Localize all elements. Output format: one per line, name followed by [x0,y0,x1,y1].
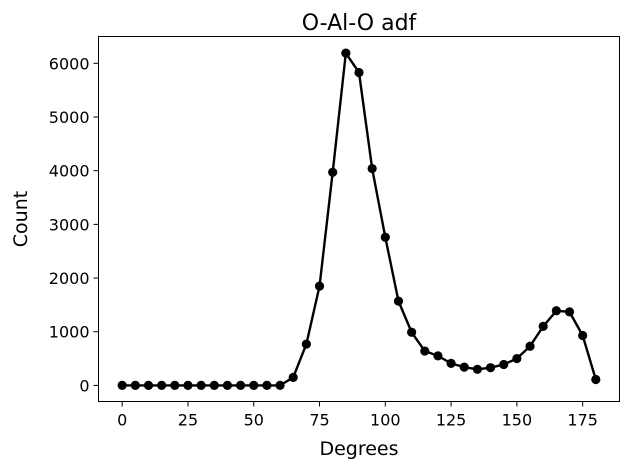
y-axis: 0 1000 2000 3000 4000 5000 6000 [49,54,99,395]
data-point [209,380,219,390]
y-tick-label: 5000 [49,108,90,127]
y-tick-label: 1000 [49,323,90,342]
x-tick-label: 100 [370,411,401,430]
data-point [170,380,180,390]
data-point [328,167,338,177]
data-point [235,380,246,390]
data-point [446,358,456,368]
data-point [538,321,548,331]
data-point [525,341,535,351]
y-tick-label: 3000 [49,215,90,234]
x-tick-label: 50 [244,411,264,430]
data-point [564,307,575,317]
data-point [157,380,167,390]
x-axis: 0 25 50 75 100 125 150 175 [117,401,598,430]
y-tick-label: 4000 [49,162,90,181]
data-point [459,362,469,372]
y-tick-label: 6000 [49,54,90,73]
data-point [314,281,325,291]
series-line [122,51,597,387]
x-tick-label: 25 [178,411,198,430]
data-point [301,339,311,349]
x-tick-label: 75 [309,411,329,430]
data-point [420,346,430,356]
data-point [367,163,377,174]
data-point [130,380,140,390]
data-point [512,353,522,364]
data-point [288,372,298,382]
chart-title: O-Al-O adf [302,11,418,36]
data-point [196,380,206,390]
data-point [143,380,154,390]
data-point [485,363,496,373]
data-point [341,48,351,58]
data-point [407,327,417,337]
data-point [354,67,364,78]
data-point [249,380,259,390]
series-group [117,48,601,390]
data-point [380,232,390,242]
data-point [472,364,483,374]
data-point [183,380,193,390]
data-point [275,380,285,390]
y-axis-label: Count [10,191,32,247]
data-point [393,296,404,306]
data-point [433,351,443,361]
data-point [499,359,509,370]
data-point [591,374,601,385]
x-tick-label: 175 [567,411,598,430]
y-tick-label: 0 [79,376,89,395]
y-tick-label: 2000 [49,269,90,288]
x-tick-label: 0 [117,411,127,430]
x-tick-label: 125 [436,411,467,430]
data-point [262,380,272,390]
plot-frame [98,36,620,402]
data-point [551,306,561,316]
data-point [222,380,233,390]
x-axis-label: Degrees [319,438,398,460]
x-tick-label: 150 [502,411,533,430]
data-point [117,380,127,390]
data-point [578,330,588,341]
